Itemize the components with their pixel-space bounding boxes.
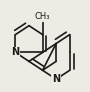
- Text: CH₃: CH₃: [35, 12, 50, 21]
- Text: N: N: [11, 47, 20, 57]
- Text: N: N: [52, 74, 60, 84]
